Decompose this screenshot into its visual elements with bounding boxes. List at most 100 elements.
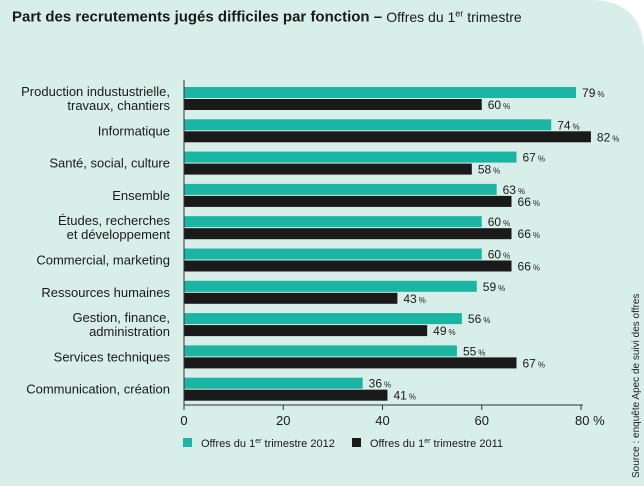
value-unit: % (518, 187, 525, 196)
value-number: 55 (463, 344, 477, 358)
category-label-line: Ensemble (112, 188, 170, 203)
category-label: Études, recherches et développement (58, 213, 171, 242)
value-label: 59% (483, 280, 505, 294)
value-number: 74 (557, 118, 571, 132)
title-dash: – (373, 8, 387, 26)
category-label-line: Études, recherches (58, 213, 171, 228)
category-label-line: administration (89, 324, 170, 339)
category-label: Services techniques (54, 349, 171, 364)
bar (184, 131, 591, 143)
value-label: 66% (518, 195, 540, 209)
value-label: 79% (582, 86, 604, 100)
category-label: Gestion, finance, administration (72, 310, 170, 339)
category-label-line: Production industustrielle, (21, 84, 170, 99)
value-number: 49 (433, 324, 447, 338)
legend-label: Offres du 1er trimestre 2012 (201, 438, 335, 450)
legend-swatch (183, 438, 192, 447)
bar (184, 195, 512, 207)
value-unit: % (419, 296, 426, 305)
value-number: 60 (488, 215, 502, 229)
value-unit: % (498, 284, 505, 293)
category-label: Santé, social, culture (49, 156, 170, 171)
value-unit: % (533, 231, 540, 240)
category-label-line: Communication, création (26, 382, 170, 397)
value-unit: % (573, 122, 580, 131)
value-label: 36% (369, 377, 391, 391)
category-label-line: Commercial, marketing (36, 253, 170, 268)
subtitle-part: Offres du 1 (386, 8, 456, 25)
bar (184, 163, 472, 175)
category-label-line: Ressources humaines (41, 285, 170, 300)
value-label: 60% (488, 215, 510, 229)
value-label: 58% (478, 163, 500, 177)
x-tick-label: 0 (180, 413, 187, 428)
value-number: 56 (468, 312, 482, 326)
bar (184, 280, 477, 292)
category-label: Commercial, marketing (36, 253, 170, 268)
value-unit: % (612, 134, 619, 143)
category-label: Ensemble (112, 188, 170, 203)
value-unit: % (483, 316, 490, 325)
value-unit: % (538, 360, 545, 369)
value-label: 55% (463, 344, 485, 358)
subtitle-part: trimestre (463, 8, 522, 25)
category-label-line: Services techniques (54, 349, 171, 364)
category-label: Production industustrielle, travaux, chan… (21, 84, 170, 113)
value-unit: % (384, 381, 391, 390)
value-label: 41% (393, 389, 415, 403)
value-unit: % (503, 252, 510, 261)
value-number: 82 (597, 130, 611, 144)
bar (184, 87, 577, 98)
bar (184, 345, 457, 357)
category-label-line: travaux, chantiers (67, 98, 170, 113)
bar (184, 325, 428, 337)
chart-subtitle: Offres du 1er trimestre (386, 8, 522, 25)
value-label: 63% (503, 183, 525, 197)
legend-label-superscript: er (255, 438, 262, 445)
value-unit: % (503, 219, 510, 228)
bar (184, 228, 512, 240)
bar (184, 313, 462, 325)
value-label: 67% (522, 356, 544, 370)
category-label: Communication, création (26, 382, 170, 397)
value-number: 66 (518, 195, 532, 209)
legend-label-part: trimestre 2011 (430, 438, 503, 450)
legend-label-part: Offres du 1 (201, 438, 255, 450)
chart-title-block: Part des recrutements jugés difficiles p… (12, 8, 522, 26)
legend-label-part: trimestre 2012 (261, 438, 334, 450)
value-number: 79 (582, 86, 596, 100)
value-number: 43 (403, 292, 417, 306)
value-number: 36 (369, 377, 383, 391)
category-label: Ressources humaines (41, 285, 170, 300)
value-unit: % (533, 199, 540, 208)
x-tick-label: 60 (475, 413, 489, 428)
value-unit: % (478, 348, 485, 357)
bar (184, 248, 482, 260)
value-number: 60 (488, 248, 502, 262)
value-number: 67 (522, 151, 536, 165)
value-label: 49% (433, 324, 455, 338)
value-number: 66 (518, 260, 532, 274)
legend-label-part: Offres du 1 (370, 438, 424, 450)
value-number: 58 (478, 163, 492, 177)
value-number: 63 (503, 183, 517, 197)
category-label-line: et développement (67, 227, 171, 242)
value-number: 59 (483, 280, 497, 294)
legend-swatch (352, 438, 361, 447)
bar (184, 357, 517, 369)
value-unit: % (493, 167, 500, 176)
value-label: 66% (518, 260, 540, 274)
legend-label-superscript: er (424, 438, 431, 445)
value-label: 60% (488, 248, 510, 262)
value-label: 66% (518, 227, 540, 241)
x-tick-label: 80 % (575, 413, 605, 428)
x-tick-label: 40 (375, 413, 389, 428)
bar (184, 377, 363, 389)
value-unit: % (538, 155, 545, 164)
value-number: 60 (488, 98, 502, 112)
bar (184, 99, 482, 110)
bar (184, 151, 517, 163)
value-label: 82% (597, 130, 619, 144)
value-unit: % (597, 90, 604, 99)
